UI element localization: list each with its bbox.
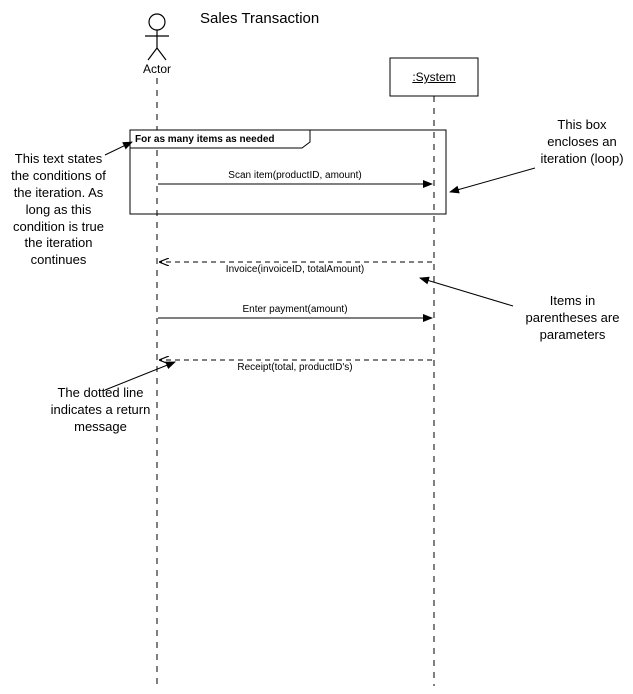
actor-label: Actor (142, 62, 172, 76)
msg-receipt-label: Receipt(total, productID's) (158, 362, 432, 373)
annot-loopbox: This box encloses an iteration (loop) (537, 117, 627, 168)
actor-figure (145, 14, 169, 60)
annot-params: Items in parentheses are parameters (515, 293, 630, 344)
annot-dotted: The dotted line indicates a return messa… (48, 385, 153, 436)
loop-condition-text: For as many items as needed (135, 134, 275, 145)
system-label: :System (390, 70, 478, 84)
sequence-diagram (0, 0, 633, 694)
msg-invoice-label: Invoice(invoiceID, totalAmount) (158, 264, 432, 275)
annot-arrow-loopbox (450, 168, 535, 192)
msg-payment-label: Enter payment(amount) (158, 304, 432, 315)
msg-scan-label: Scan item(productID, amount) (158, 170, 432, 181)
annot-condition: This text states the conditions of the i… (6, 151, 111, 269)
